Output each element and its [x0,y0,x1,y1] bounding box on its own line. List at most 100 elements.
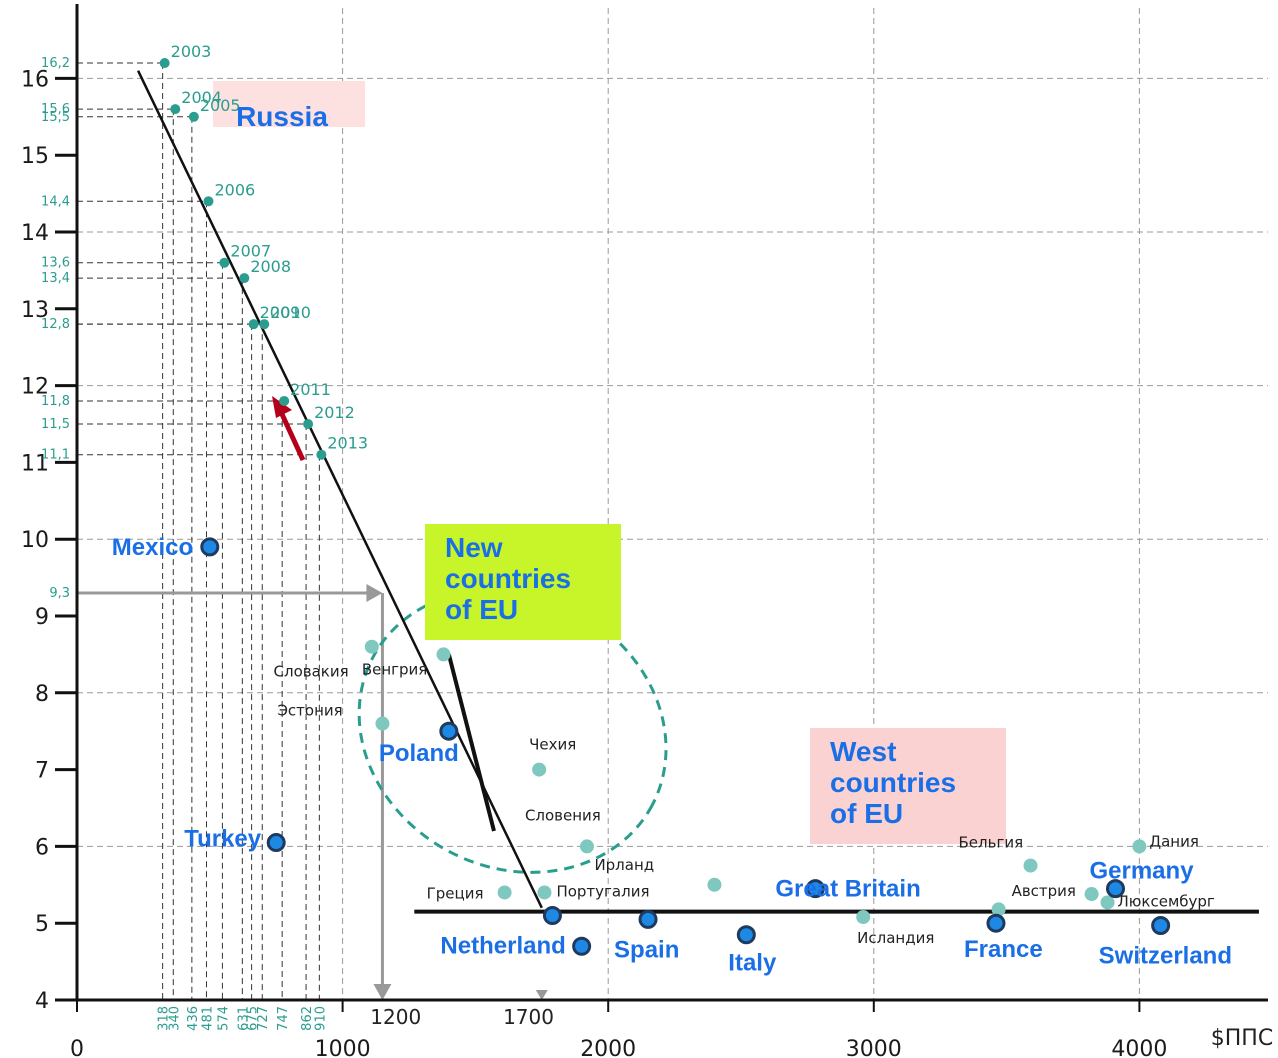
group-label-west-eu: of EU [830,798,903,829]
red-arrow-head [272,396,292,418]
y-value-label: 16,2 [41,56,70,71]
eu-point [991,902,1006,917]
eu-country-label: Чехия [529,736,576,754]
russia-point-2011 [279,395,290,406]
eu-country-label: Греция [427,884,484,902]
highlight-point [638,909,658,929]
year-label-2004: 2004 [181,88,222,107]
red-arrow-shaft [278,410,306,462]
x-value-label: 631 [236,1006,251,1031]
guide-y-label: 9,3 [49,586,70,601]
y-tick-label: 14 [21,221,49,246]
highlight-point [439,721,459,741]
regression-line [136,70,543,909]
highlight-point [736,925,756,945]
x-value-label: 340 [167,1006,182,1031]
highlight-label-great-britain: Great Britain [775,876,920,903]
grid [77,8,1268,1000]
highlight-label-poland: Poland [379,740,459,767]
text-labels: 16,2 318 15,6 340 15,5 436 14,4 481 13,6 574 13,4 6… [41,42,1232,1031]
x-tick-label: 3000 [846,1037,902,1058]
year-label-2003: 2003 [171,42,212,61]
eu-country-label: Эстония [277,702,342,720]
eu-country-label: Португалия [556,882,649,900]
y-tick-label: 13 [21,298,49,323]
eu-country-label: Словакия [274,662,349,680]
y-value-label: 13,4 [41,271,70,286]
y-tick-label: 11 [21,451,49,476]
new-eu-ellipse [357,588,668,874]
russia-point-2004 [170,104,181,115]
y-value-label: 13,6 [41,256,70,271]
eu-point [1132,839,1147,854]
arrow-head-right [366,583,383,602]
group-label-west-eu: West [830,736,896,767]
x-value-label: 481 [200,1006,215,1031]
year-label-2005: 2005 [200,96,241,115]
eu-point [537,885,552,900]
russia-point-2005 [188,111,199,122]
highlight-point [805,879,825,899]
x-value-label: 862 [300,1006,315,1031]
eu-point [436,647,451,662]
y-tick-label: 9 [35,605,49,630]
russia-point-2009 [248,319,259,330]
russia-box [213,81,365,127]
x-value-label: 318 [157,1006,172,1031]
x-tick-label-mid: 1700 [503,1005,554,1029]
russia-point-2008 [239,273,250,284]
highlight-point [986,913,1006,933]
marker-1700 [535,990,548,1000]
year-label-2012: 2012 [314,403,355,422]
y-tick-label: 16 [21,67,49,92]
year-label-2010: 2010 [270,303,311,322]
x-unit-label: $ППС [1211,1026,1273,1051]
y-tick-label: 12 [21,375,49,400]
year-label-2008: 2008 [250,257,291,276]
eu-point [1100,895,1115,910]
year-label-2006: 2006 [214,180,255,199]
russia-point-2006 [203,196,214,207]
dashed-guides [77,62,668,1000]
new-eu-box [425,524,621,640]
russia-point-2010 [259,319,270,330]
eu-point [1084,887,1099,902]
x-tick-label-mid: 1200 [370,1005,421,1029]
y-tick-label: 10 [21,528,49,553]
y-value-label: 15,6 [41,102,70,117]
group-label-new-eu: of EU [445,594,518,625]
y-tick-label: 6 [35,835,49,860]
eu-point [364,639,379,654]
y-tick-label: 8 [35,682,49,707]
russia-point-2003 [159,58,170,69]
y-value-label: 14,4 [41,194,70,209]
eu-country-label: Люксембург [1118,892,1215,910]
highlight-label-mexico: Mexico [112,534,193,561]
year-label-2007: 2007 [230,242,271,261]
x-tick-label: 0 [70,1037,84,1058]
x-tick-label: 4000 [1111,1037,1167,1058]
highlight-label-france: France [964,936,1043,963]
x-tick-label: 1000 [315,1037,371,1058]
x-value-label: 436 [186,1006,201,1031]
year-label-2013: 2013 [327,434,368,453]
eu-point [856,910,871,925]
regression-segment-bold [446,653,496,832]
russia-point-2007 [219,257,230,268]
eu-point [707,877,722,892]
eu-point [1023,858,1038,873]
highlight-point [200,537,220,557]
eu-point [497,885,512,900]
eu-country-label: Исландия [857,929,934,947]
y-value-label: 11,5 [41,417,70,432]
y-value-label: 11,1 [41,448,70,463]
russia-point-2013 [316,449,327,460]
highlight-label-turkey: Turkey [184,826,262,853]
highlight-label-switzerland: Switzerland [1099,943,1232,970]
eu-point [532,762,547,777]
eu-country-label: Ирланд [594,856,654,874]
data-points [159,58,1171,956]
x-value-label: 910 [313,1006,328,1031]
